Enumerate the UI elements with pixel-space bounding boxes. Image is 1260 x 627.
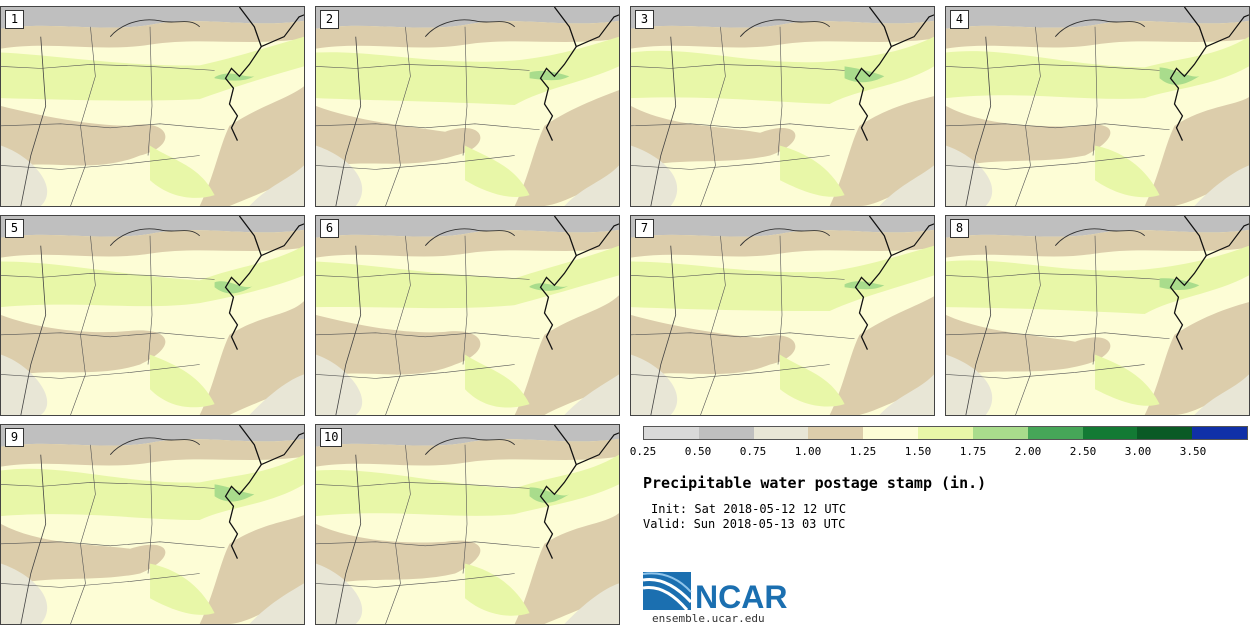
ensemble-member-panel: 6 — [315, 215, 620, 416]
member-number-label: 4 — [950, 10, 969, 29]
precipitable-water-map — [316, 425, 619, 624]
ncar-logo: NCAR — [643, 572, 787, 612]
colorbar-swatch — [1027, 427, 1083, 439]
member-number-label: 9 — [5, 428, 24, 447]
colorbar-swatch — [644, 427, 699, 439]
precipitable-water-map — [946, 216, 1249, 415]
ncar-logo-text: NCAR — [695, 579, 787, 612]
colorbar-tick-label: 1.25 — [849, 445, 877, 458]
member-number-label: 6 — [320, 219, 339, 238]
valid-time: Valid: Sun 2018-05-13 03 UTC — [643, 517, 846, 531]
site-url: ensemble.ucar.edu — [652, 612, 765, 625]
member-number-label: 8 — [950, 219, 969, 238]
colorbar-tick-label: 0.25 — [629, 445, 657, 458]
ensemble-member-panel: 8 — [945, 215, 1250, 416]
colorbar-swatch — [863, 427, 919, 439]
colorbar — [643, 426, 1248, 440]
precipitable-water-map — [316, 7, 619, 206]
precipitable-water-map — [316, 216, 619, 415]
colorbar-tick-label: 1.75 — [959, 445, 987, 458]
precipitable-water-map — [946, 7, 1249, 206]
member-number-label: 3 — [635, 10, 654, 29]
member-number-label: 5 — [5, 219, 24, 238]
precipitable-water-map — [1, 425, 304, 624]
colorbar-swatch — [753, 427, 809, 439]
plot-title: Precipitable water postage stamp (in.) — [643, 474, 987, 492]
colorbar-swatch — [808, 427, 864, 439]
colorbar-tick-label: 2.50 — [1069, 445, 1097, 458]
ensemble-member-panel: 7 — [630, 215, 935, 416]
colorbar-swatch — [1192, 427, 1247, 439]
colorbar-swatch — [972, 427, 1028, 439]
member-number-label: 2 — [320, 10, 339, 29]
colorbar-tick-label: 0.50 — [684, 445, 712, 458]
colorbar-swatch — [698, 427, 754, 439]
ensemble-member-panel: 1 — [0, 6, 305, 207]
ensemble-member-panel: 5 — [0, 215, 305, 416]
ensemble-member-panel: 4 — [945, 6, 1250, 207]
precipitable-water-map — [631, 7, 934, 206]
precipitable-water-map — [631, 216, 934, 415]
colorbar-tick-label: 1.50 — [904, 445, 932, 458]
colorbar-ticks: 0.25 0.50 0.75 1.00 1.25 1.50 1.75 2.00 2.50 3.00… — [630, 445, 1248, 459]
colorbar-tick-label: 3.50 — [1179, 445, 1207, 458]
colorbar-swatch — [1137, 427, 1193, 439]
colorbar-tick-label: 1.00 — [794, 445, 822, 458]
precipitable-water-map — [1, 7, 304, 206]
member-number-label: 7 — [635, 219, 654, 238]
colorbar-tick-label: 2.00 — [1014, 445, 1042, 458]
ensemble-member-panel: 10 — [315, 424, 620, 625]
member-number-label: 1 — [5, 10, 24, 29]
precipitable-water-map — [1, 216, 304, 415]
colorbar-swatch — [1082, 427, 1138, 439]
colorbar-tick-label: 3.00 — [1124, 445, 1152, 458]
colorbar-swatch — [918, 427, 973, 439]
ensemble-member-panel: 2 — [315, 6, 620, 207]
ensemble-member-panel: 9 — [0, 424, 305, 625]
member-number-label: 10 — [320, 428, 343, 447]
init-time: Init: Sat 2018-05-12 12 UTC — [651, 502, 847, 516]
colorbar-tick-label: 0.75 — [739, 445, 767, 458]
ensemble-member-panel: 3 — [630, 6, 935, 207]
